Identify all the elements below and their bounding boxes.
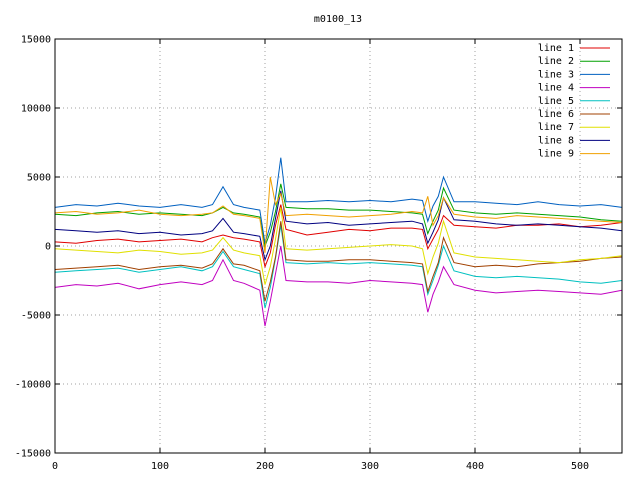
- y-tick-label: 5000: [27, 173, 51, 184]
- series-line-6: [54, 221, 623, 302]
- y-tick-label: -15000: [15, 449, 51, 460]
- legend-label: line 1: [538, 43, 574, 54]
- grid-layer: [55, 39, 622, 453]
- series-line-2: [54, 183, 623, 248]
- series-line-8: [54, 190, 623, 262]
- legend-label: line 4: [538, 83, 574, 94]
- x-tick-label: 100: [151, 461, 169, 472]
- x-tick-label: 200: [256, 461, 274, 472]
- series-line-7: [54, 207, 623, 285]
- x-tick-label: 300: [361, 461, 379, 472]
- series-line-5: [54, 225, 623, 309]
- legend-label: line 6: [538, 109, 574, 120]
- x-tick-label: 400: [466, 461, 484, 472]
- y-tick-label: 10000: [21, 104, 51, 115]
- series-line-1: [54, 204, 623, 269]
- legend-label: line 8: [538, 135, 574, 146]
- y-tick-label: 0: [45, 242, 51, 253]
- legend-label: line 7: [538, 122, 574, 133]
- legend-label: line 2: [538, 56, 574, 67]
- legend: line 1 line 2 line 3 line 4 line 5 line 6 line…: [538, 43, 610, 160]
- series-line-9: [54, 176, 623, 253]
- legend-label: line 5: [538, 96, 574, 107]
- y-tick-label: -5000: [21, 311, 51, 322]
- x-tick-label: 500: [571, 461, 589, 472]
- series-line-3: [54, 157, 623, 244]
- y-tick-label: 15000: [21, 35, 51, 46]
- series-line-4: [54, 245, 623, 327]
- legend-label: line 9: [538, 149, 574, 160]
- x-tick-label: 0: [52, 461, 58, 472]
- legend-label: line 3: [538, 69, 574, 80]
- y-tick-label: -10000: [15, 380, 51, 391]
- tick-layer: 0 100 200 300 400 500 -15000 -10000 -5000 0 5000 10…: [15, 35, 622, 472]
- chart-title: m0100_13: [314, 14, 362, 25]
- series-layer: [54, 157, 623, 327]
